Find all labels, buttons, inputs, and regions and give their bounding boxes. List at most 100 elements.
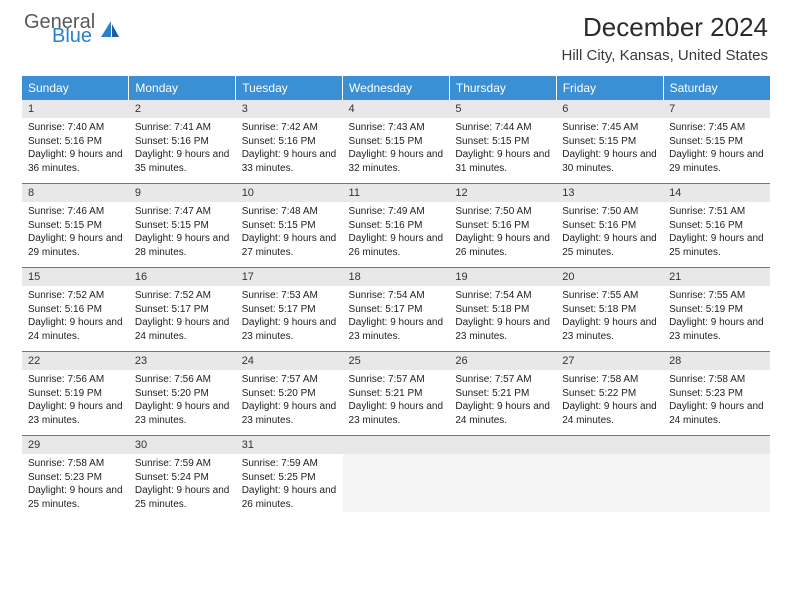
day-number: 18 <box>343 268 450 286</box>
day-number: 13 <box>556 184 663 202</box>
day-body: Sunrise: 7:53 AMSunset: 5:17 PMDaylight:… <box>236 286 343 351</box>
calendar-cell: 2Sunrise: 7:41 AMSunset: 5:16 PMDaylight… <box>129 100 236 184</box>
day-number: 31 <box>236 436 343 454</box>
day-body: Sunrise: 7:45 AMSunset: 5:15 PMDaylight:… <box>556 118 663 183</box>
day-number: 20 <box>556 268 663 286</box>
day-number: 25 <box>343 352 450 370</box>
calendar-table: SundayMondayTuesdayWednesdayThursdayFrid… <box>22 76 770 519</box>
calendar-cell: 8Sunrise: 7:46 AMSunset: 5:15 PMDaylight… <box>22 184 129 268</box>
day-number: 24 <box>236 352 343 370</box>
calendar-cell: 19Sunrise: 7:54 AMSunset: 5:18 PMDayligh… <box>449 268 556 352</box>
day-body: Sunrise: 7:57 AMSunset: 5:21 PMDaylight:… <box>343 370 450 435</box>
day-number-empty <box>449 436 556 454</box>
day-body-empty <box>343 454 450 512</box>
calendar-cell: 15Sunrise: 7:52 AMSunset: 5:16 PMDayligh… <box>22 268 129 352</box>
day-body: Sunrise: 7:40 AMSunset: 5:16 PMDaylight:… <box>22 118 129 183</box>
day-body: Sunrise: 7:54 AMSunset: 5:18 PMDaylight:… <box>449 286 556 351</box>
day-number: 28 <box>663 352 770 370</box>
day-number: 12 <box>449 184 556 202</box>
calendar-row: 15Sunrise: 7:52 AMSunset: 5:16 PMDayligh… <box>22 268 770 352</box>
day-number-empty <box>663 436 770 454</box>
day-body: Sunrise: 7:51 AMSunset: 5:16 PMDaylight:… <box>663 202 770 267</box>
calendar-cell: 26Sunrise: 7:57 AMSunset: 5:21 PMDayligh… <box>449 352 556 436</box>
calendar-cell <box>663 436 770 520</box>
weekday-saturday: Saturday <box>663 76 770 100</box>
calendar-cell <box>343 436 450 520</box>
day-body: Sunrise: 7:58 AMSunset: 5:23 PMDaylight:… <box>22 454 129 519</box>
calendar-cell: 7Sunrise: 7:45 AMSunset: 5:15 PMDaylight… <box>663 100 770 184</box>
logo-text-blue: Blue <box>52 26 95 46</box>
day-body-empty <box>556 454 663 512</box>
day-number: 21 <box>663 268 770 286</box>
calendar-cell: 18Sunrise: 7:54 AMSunset: 5:17 PMDayligh… <box>343 268 450 352</box>
day-body: Sunrise: 7:59 AMSunset: 5:25 PMDaylight:… <box>236 454 343 519</box>
calendar-cell: 31Sunrise: 7:59 AMSunset: 5:25 PMDayligh… <box>236 436 343 520</box>
location: Hill City, Kansas, United States <box>562 47 768 64</box>
calendar-cell: 25Sunrise: 7:57 AMSunset: 5:21 PMDayligh… <box>343 352 450 436</box>
day-number: 23 <box>129 352 236 370</box>
day-number: 4 <box>343 100 450 118</box>
day-number: 5 <box>449 100 556 118</box>
day-body: Sunrise: 7:55 AMSunset: 5:19 PMDaylight:… <box>663 286 770 351</box>
day-number: 22 <box>22 352 129 370</box>
calendar-cell: 13Sunrise: 7:50 AMSunset: 5:16 PMDayligh… <box>556 184 663 268</box>
day-body: Sunrise: 7:42 AMSunset: 5:16 PMDaylight:… <box>236 118 343 183</box>
day-number: 11 <box>343 184 450 202</box>
day-body: Sunrise: 7:45 AMSunset: 5:15 PMDaylight:… <box>663 118 770 183</box>
day-body: Sunrise: 7:54 AMSunset: 5:17 PMDaylight:… <box>343 286 450 351</box>
day-body: Sunrise: 7:43 AMSunset: 5:15 PMDaylight:… <box>343 118 450 183</box>
day-body: Sunrise: 7:57 AMSunset: 5:20 PMDaylight:… <box>236 370 343 435</box>
logo: General Blue <box>24 12 121 46</box>
calendar-cell: 3Sunrise: 7:42 AMSunset: 5:16 PMDaylight… <box>236 100 343 184</box>
sail-icon <box>99 19 121 44</box>
day-body: Sunrise: 7:58 AMSunset: 5:22 PMDaylight:… <box>556 370 663 435</box>
calendar-cell <box>556 436 663 520</box>
calendar-cell: 20Sunrise: 7:55 AMSunset: 5:18 PMDayligh… <box>556 268 663 352</box>
day-number-empty <box>556 436 663 454</box>
day-number: 7 <box>663 100 770 118</box>
calendar-cell: 6Sunrise: 7:45 AMSunset: 5:15 PMDaylight… <box>556 100 663 184</box>
day-number: 2 <box>129 100 236 118</box>
calendar-row: 29Sunrise: 7:58 AMSunset: 5:23 PMDayligh… <box>22 436 770 520</box>
weekday-thursday: Thursday <box>449 76 556 100</box>
day-number: 3 <box>236 100 343 118</box>
day-number: 16 <box>129 268 236 286</box>
calendar-cell: 21Sunrise: 7:55 AMSunset: 5:19 PMDayligh… <box>663 268 770 352</box>
calendar-cell: 1Sunrise: 7:40 AMSunset: 5:16 PMDaylight… <box>22 100 129 184</box>
day-body: Sunrise: 7:59 AMSunset: 5:24 PMDaylight:… <box>129 454 236 519</box>
calendar-cell: 16Sunrise: 7:52 AMSunset: 5:17 PMDayligh… <box>129 268 236 352</box>
day-number: 27 <box>556 352 663 370</box>
day-body: Sunrise: 7:56 AMSunset: 5:20 PMDaylight:… <box>129 370 236 435</box>
calendar-cell: 22Sunrise: 7:56 AMSunset: 5:19 PMDayligh… <box>22 352 129 436</box>
day-body: Sunrise: 7:58 AMSunset: 5:23 PMDaylight:… <box>663 370 770 435</box>
calendar-cell: 10Sunrise: 7:48 AMSunset: 5:15 PMDayligh… <box>236 184 343 268</box>
weekday-wednesday: Wednesday <box>343 76 450 100</box>
weekday-header-row: SundayMondayTuesdayWednesdayThursdayFrid… <box>22 76 770 100</box>
calendar-cell: 24Sunrise: 7:57 AMSunset: 5:20 PMDayligh… <box>236 352 343 436</box>
day-number: 8 <box>22 184 129 202</box>
day-number: 15 <box>22 268 129 286</box>
calendar-row: 8Sunrise: 7:46 AMSunset: 5:15 PMDaylight… <box>22 184 770 268</box>
day-number: 29 <box>22 436 129 454</box>
calendar-cell: 29Sunrise: 7:58 AMSunset: 5:23 PMDayligh… <box>22 436 129 520</box>
day-number: 1 <box>22 100 129 118</box>
calendar-cell: 17Sunrise: 7:53 AMSunset: 5:17 PMDayligh… <box>236 268 343 352</box>
day-body: Sunrise: 7:50 AMSunset: 5:16 PMDaylight:… <box>556 202 663 267</box>
calendar-cell: 23Sunrise: 7:56 AMSunset: 5:20 PMDayligh… <box>129 352 236 436</box>
calendar-row: 1Sunrise: 7:40 AMSunset: 5:16 PMDaylight… <box>22 100 770 184</box>
day-body: Sunrise: 7:47 AMSunset: 5:15 PMDaylight:… <box>129 202 236 267</box>
day-body: Sunrise: 7:57 AMSunset: 5:21 PMDaylight:… <box>449 370 556 435</box>
day-body-empty <box>449 454 556 512</box>
day-body: Sunrise: 7:41 AMSunset: 5:16 PMDaylight:… <box>129 118 236 183</box>
day-body: Sunrise: 7:48 AMSunset: 5:15 PMDaylight:… <box>236 202 343 267</box>
day-number: 10 <box>236 184 343 202</box>
day-number: 9 <box>129 184 236 202</box>
calendar-cell: 9Sunrise: 7:47 AMSunset: 5:15 PMDaylight… <box>129 184 236 268</box>
calendar-cell: 11Sunrise: 7:49 AMSunset: 5:16 PMDayligh… <box>343 184 450 268</box>
day-number: 19 <box>449 268 556 286</box>
calendar-cell: 28Sunrise: 7:58 AMSunset: 5:23 PMDayligh… <box>663 352 770 436</box>
day-number: 6 <box>556 100 663 118</box>
day-body: Sunrise: 7:46 AMSunset: 5:15 PMDaylight:… <box>22 202 129 267</box>
title-block: December 2024 Hill City, Kansas, United … <box>562 12 768 64</box>
day-body: Sunrise: 7:56 AMSunset: 5:19 PMDaylight:… <box>22 370 129 435</box>
